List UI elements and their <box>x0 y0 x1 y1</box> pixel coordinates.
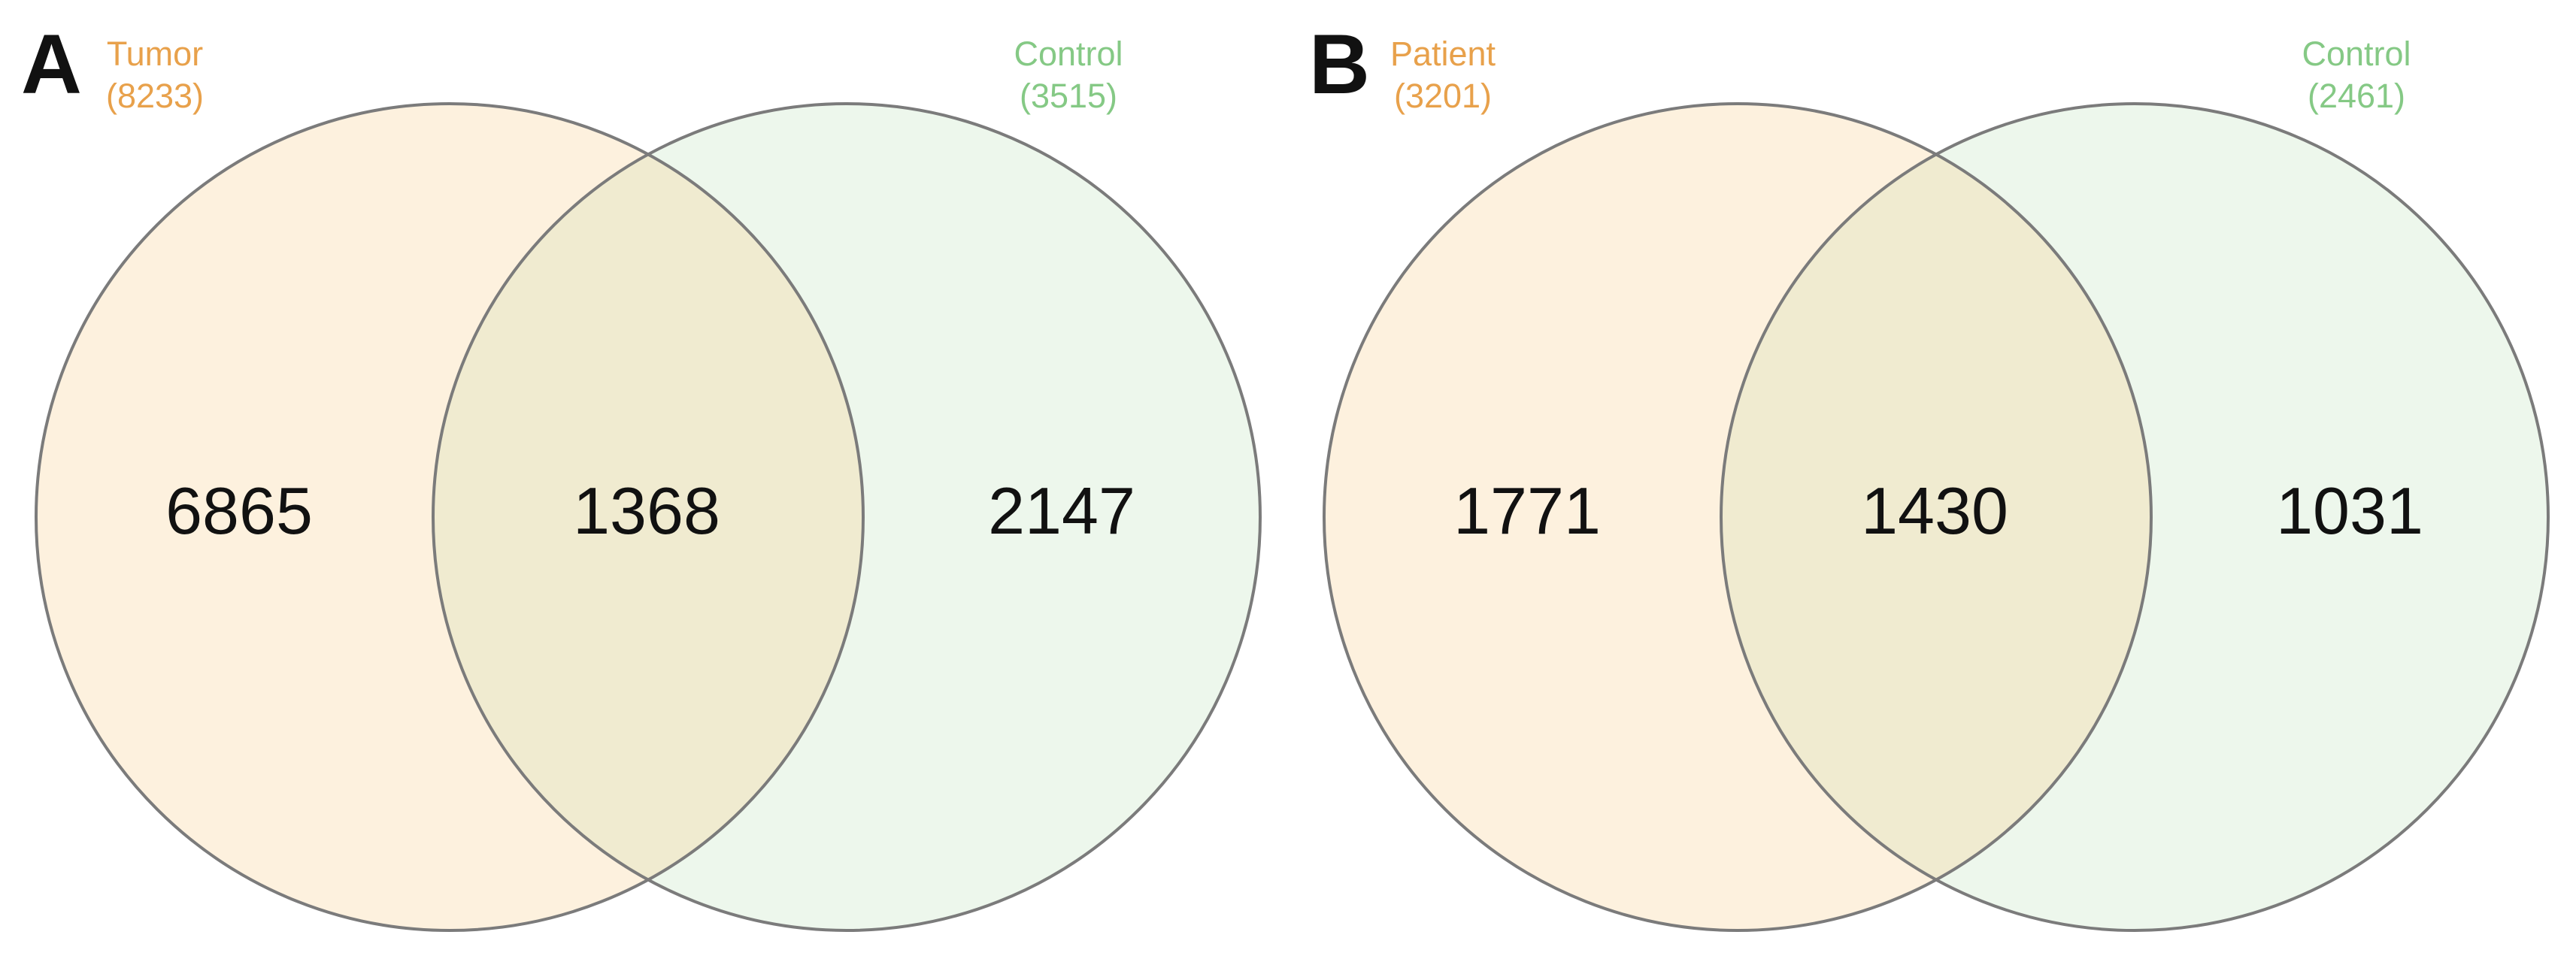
panel-b-letter: B <box>1309 17 1370 111</box>
panel-b-right-only-count: 1031 <box>2276 473 2423 548</box>
panel-a-left-set-label: Tumor (8233) <box>106 33 204 117</box>
panel-a-right-set-label: Control (3515) <box>1014 33 1123 117</box>
venn-a-svg <box>35 102 1262 932</box>
panel-b-overlap-count: 1430 <box>1861 473 2008 548</box>
panel-a-right-only-count: 2147 <box>988 473 1135 548</box>
panel-a-left-set-name: Tumor <box>106 35 204 73</box>
panel-a-right-set-total: (3515) <box>1019 77 1118 115</box>
panel-b-left-set-name: Patient <box>1390 35 1496 73</box>
panel-a-overlap-count: 1368 <box>573 473 720 548</box>
venn-a-left-circle-outline <box>35 102 865 932</box>
panel-a-left-only-count: 6865 <box>165 473 313 548</box>
panel-b-left-set-total: (3201) <box>1393 77 1493 115</box>
venn-b-overlap-region <box>1721 104 2151 930</box>
panel-b: B Patient (3201) Control (2461) 1771 143… <box>1288 0 2576 962</box>
venn-a-right-circle-outline <box>432 102 1262 932</box>
panel-b-left-set-label: Patient (3201) <box>1390 33 1496 117</box>
panel-a: A Tumor (8233) Control (3515) 6865 1368 … <box>21 17 1262 932</box>
panel-b-right-set-name: Control <box>2302 35 2411 73</box>
panel-a-right-set-name: Control <box>1014 35 1123 73</box>
panel-a-left-set-total: (8233) <box>105 77 205 115</box>
panel-b-left-only-count: 1771 <box>1453 473 1601 548</box>
venn-b-left-circle-outline <box>1323 102 2153 932</box>
venn-b-right-circle-outline <box>1720 102 2550 932</box>
panel-b-right-set-label: Control (2461) <box>2302 33 2411 117</box>
panel-b-right-set-total: (2461) <box>2307 77 2406 115</box>
panel-a-letter: A <box>21 17 82 111</box>
venn-b-svg <box>1323 102 2550 932</box>
venn-a-overlap-region <box>433 104 863 930</box>
